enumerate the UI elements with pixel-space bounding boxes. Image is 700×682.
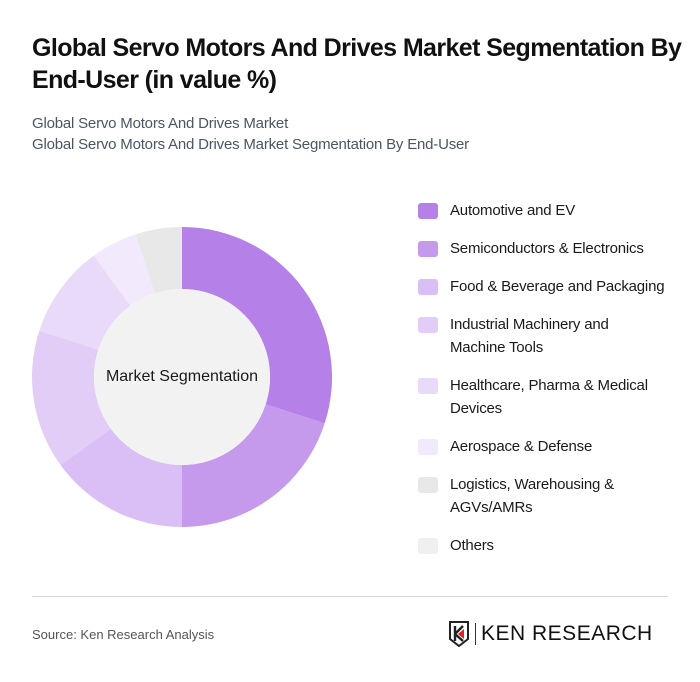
legend-swatch-icon <box>418 439 438 455</box>
footer-divider <box>32 596 668 597</box>
legend-item[interactable]: Aerospace & Defense <box>418 435 688 473</box>
logo-separator <box>475 623 476 645</box>
donut-center <box>94 289 270 465</box>
legend-label: Logistics, Warehousing & AGVs/AMRs <box>450 476 614 516</box>
legend-swatch-icon <box>418 317 438 333</box>
legend-swatch-icon <box>418 203 438 219</box>
legend-swatch-icon <box>418 538 438 554</box>
legend-swatch-icon <box>418 241 438 257</box>
legend-item[interactable]: Healthcare, Pharma & Medical Devices <box>418 374 688 435</box>
legend-item[interactable]: Food & Beverage and Packaging <box>418 275 688 313</box>
legend-label: Healthcare, Pharma & Medical Devices <box>450 377 648 417</box>
legend-label: Semiconductors & Electronics <box>450 240 644 257</box>
donut-segment[interactable] <box>93 234 155 306</box>
subtitle-line-1: Global Servo Motors And Drives Market <box>32 115 289 132</box>
legend-swatch-icon <box>418 279 438 295</box>
legend-swatch-icon <box>418 378 438 394</box>
legend-item[interactable]: Others <box>418 534 688 572</box>
logo-text: KEN RESEARCH <box>481 622 653 645</box>
donut-segment[interactable] <box>60 428 182 527</box>
donut-segment[interactable] <box>182 227 333 424</box>
chart-subtitle: Global Servo Motors And Drives Market Gl… <box>32 113 672 155</box>
legend-item[interactable]: Industrial Machinery and Machine Tools <box>418 313 688 374</box>
chart-title: Global Servo Motors And Drives Market Se… <box>32 34 682 94</box>
legend-item[interactable]: Logistics, Warehousing & AGVs/AMRs <box>418 473 688 534</box>
donut-chart: Market Segmentation <box>30 225 334 529</box>
donut-segment[interactable] <box>31 330 111 466</box>
legend-label: Aerospace & Defense <box>450 438 593 455</box>
donut-svg <box>31 227 333 527</box>
donut-segment[interactable] <box>39 255 131 350</box>
legend-label: Food & Beverage and Packaging <box>450 278 665 295</box>
legend-label: Automotive and EV <box>450 202 576 219</box>
donut-segment[interactable] <box>182 404 325 527</box>
legend-label: Others <box>450 537 494 554</box>
subtitle-line-2: Global Servo Motors And Drives Market Se… <box>32 136 469 153</box>
legend-item[interactable]: Automotive and EV <box>418 199 688 237</box>
ken-research-logo: KEN RESEARCH <box>448 620 653 648</box>
chart-legend: Automotive and EV Semiconductors & Electr… <box>418 199 688 572</box>
legend-swatch-icon <box>418 477 438 493</box>
donut-segment[interactable] <box>135 227 182 294</box>
legend-item[interactable]: Semiconductors & Electronics <box>418 237 688 275</box>
legend-label: Industrial Machinery and Machine Tools <box>450 316 609 356</box>
source-note: Source: Ken Research Analysis <box>32 627 215 642</box>
ken-logo-icon <box>449 621 469 647</box>
